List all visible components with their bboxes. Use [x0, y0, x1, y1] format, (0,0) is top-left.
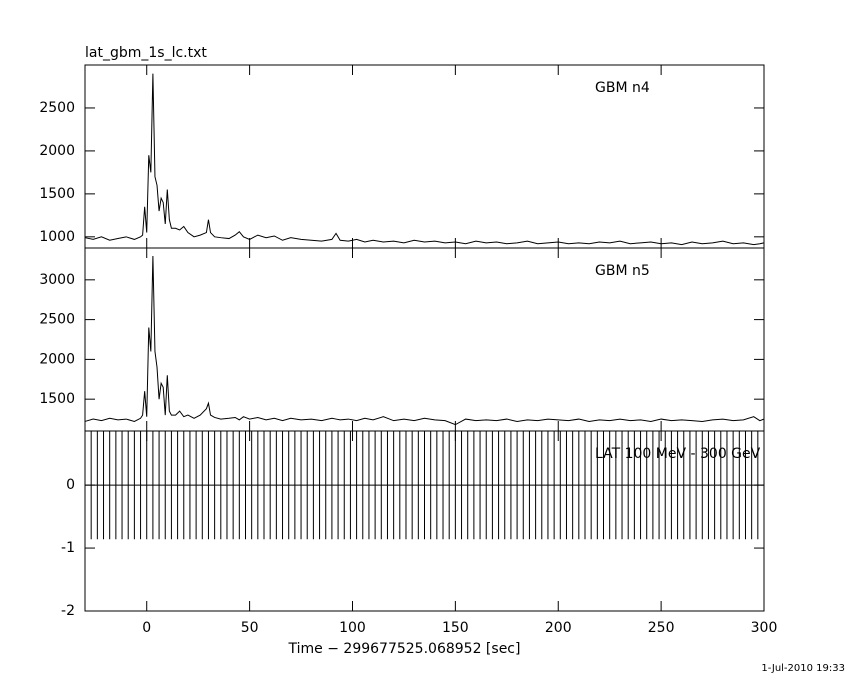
y-tick-label: 2000	[39, 351, 75, 367]
x-tick-label: 150	[442, 620, 469, 636]
light-curve	[84, 255, 765, 426]
x-tick-label: 200	[545, 620, 572, 636]
y-tick-label: 2500	[39, 100, 75, 116]
y-tick-label: 1500	[39, 391, 75, 407]
y-tick-label: 2000	[39, 143, 75, 159]
light-curve	[84, 73, 765, 246]
y-tick-label: 3000	[39, 272, 75, 288]
x-tick-label: 300	[751, 620, 778, 636]
y-tick-label: 2500	[39, 312, 75, 328]
y-tick-label: 1500	[39, 186, 75, 202]
y-tick-label: -2	[61, 603, 75, 619]
y-tick-label: 0	[66, 477, 75, 493]
panel-label: GBM n5	[595, 263, 650, 279]
panel-label: GBM n4	[595, 80, 650, 96]
x-tick-label: 250	[648, 620, 675, 636]
x-tick-label: 50	[241, 620, 259, 636]
x-tick-label: 0	[142, 620, 151, 636]
panel-frame	[84, 64, 765, 249]
x-tick-label: 100	[339, 620, 366, 636]
chart-title: lat_gbm_1s_lc.txt	[85, 45, 207, 61]
panel-frame	[84, 247, 765, 432]
x-axis-label: Time − 299677525.068952 [sec]	[288, 641, 521, 657]
timestamp: 1-Jul-2010 19:33	[761, 663, 845, 674]
y-tick-label: 1000	[39, 229, 75, 245]
y-tick-label: -1	[61, 540, 75, 556]
